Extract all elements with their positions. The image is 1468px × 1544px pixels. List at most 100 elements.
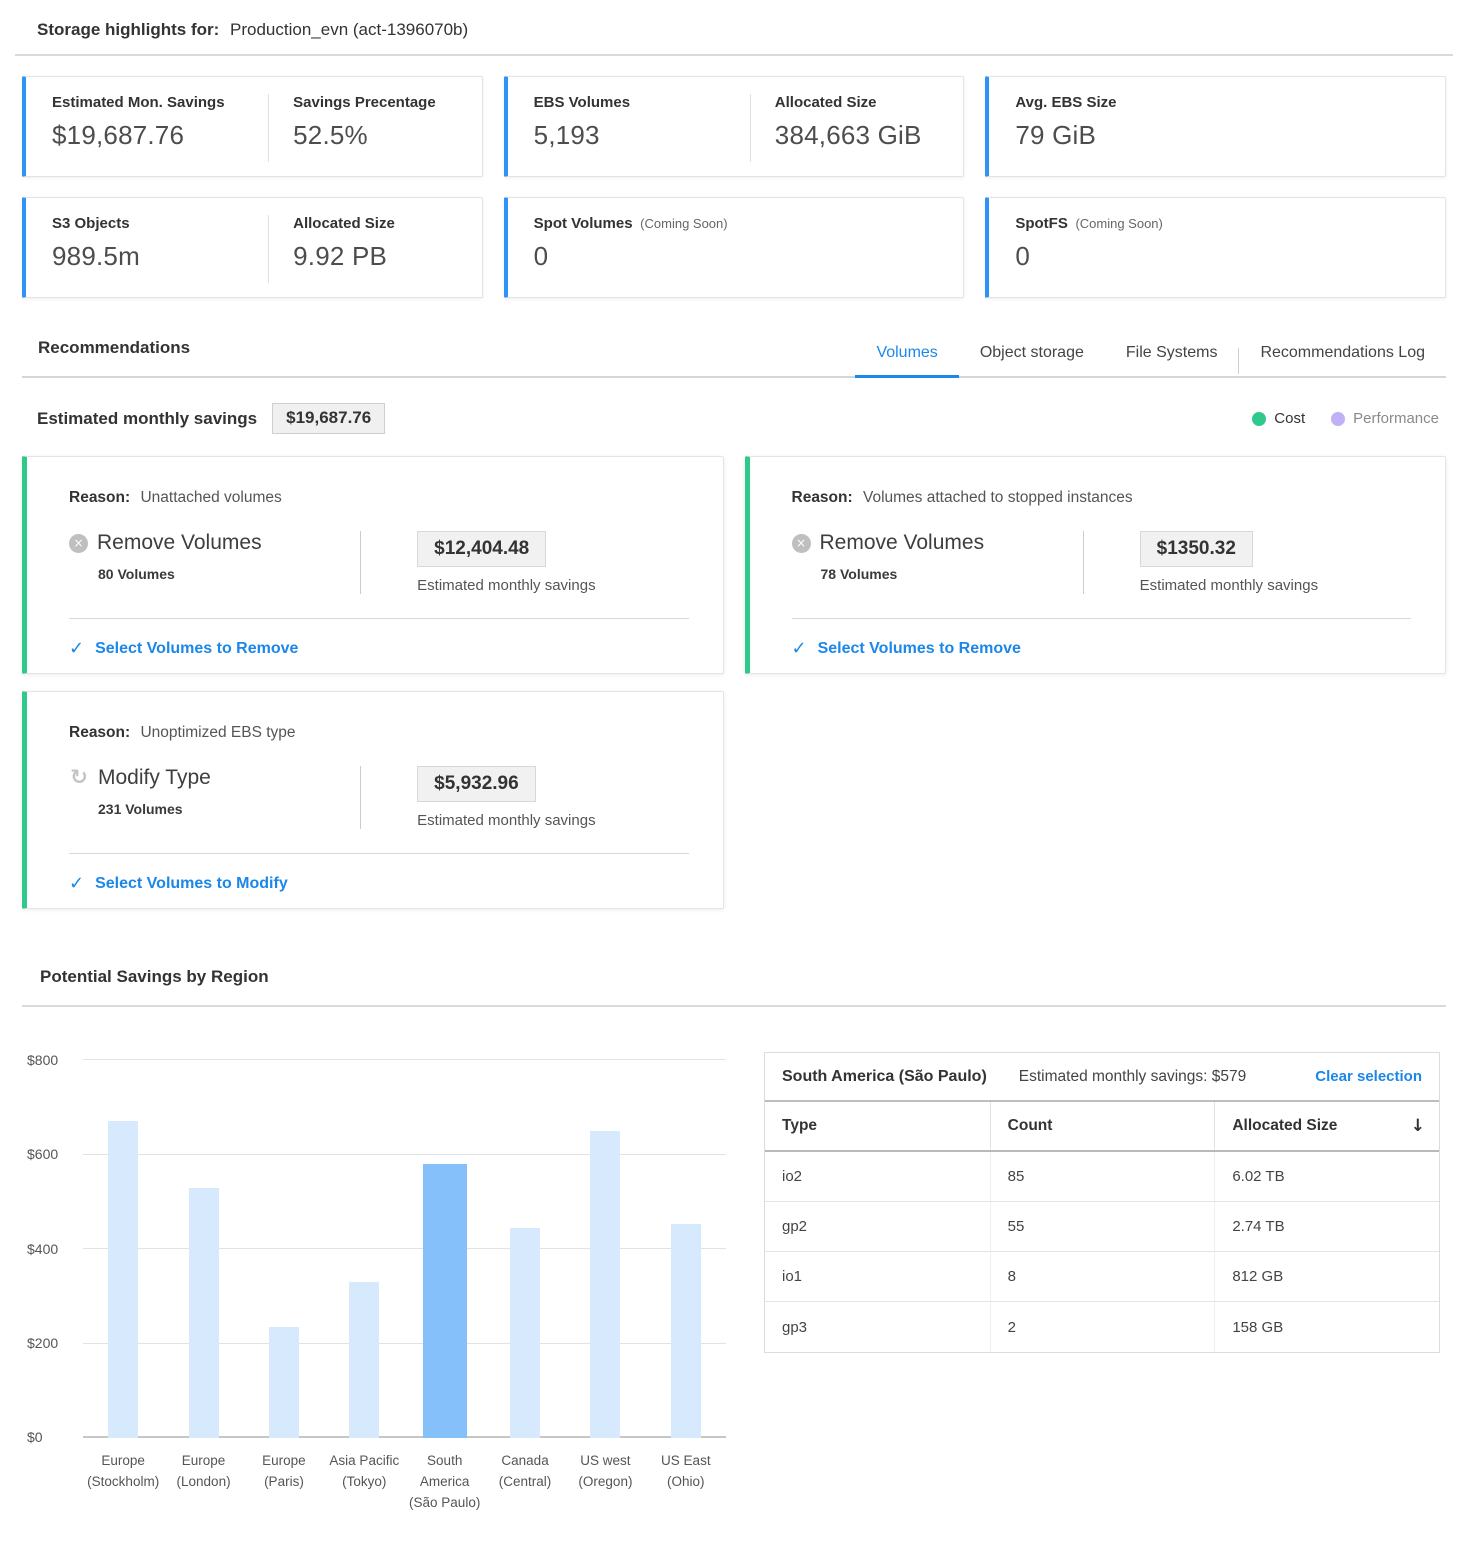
- tab-object-storage[interactable]: Object storage: [979, 344, 1084, 361]
- stat-card: S3 Objects 989.5m Allocated Size 9.92 PB: [22, 197, 483, 298]
- remove-circle-icon: ×: [791, 533, 811, 553]
- x-axis-label-city: (Stockholm): [87, 1473, 160, 1489]
- stat-label: Avg. EBS Size: [1015, 94, 1117, 111]
- select-volumes-link[interactable]: ✓ Select Volumes to Modify: [69, 873, 689, 894]
- column-header-count[interactable]: Count: [989, 1102, 1215, 1150]
- gridline-600: $600: [27, 1146, 726, 1162]
- legend-label: Cost: [1274, 410, 1306, 427]
- stat-value: 384,663 GiB: [774, 120, 922, 150]
- page-title-account: Production_evn (act-1396070b): [230, 20, 469, 39]
- x-axis-label-region: Europe: [101, 1453, 145, 1468]
- cost-performance-legend: Cost Performance: [1252, 410, 1439, 427]
- column-header-allocated-size[interactable]: Allocated Size ↓: [1214, 1102, 1439, 1150]
- amount-block: $12,404.48 Estimated monthly savings: [360, 531, 596, 594]
- stat: Allocated Size 384,663 GiB: [749, 94, 954, 162]
- x-axis-label: Canada (Central): [485, 1451, 565, 1514]
- bar-us-west-oregon-[interactable]: [590, 1130, 621, 1438]
- tab-group-divider: [1238, 348, 1240, 374]
- sync-icon: ↻: [70, 765, 88, 789]
- check-icon: ✓: [791, 638, 807, 659]
- stat-card: SpotFS (Coming Soon) 0: [985, 197, 1446, 298]
- savings-by-region-heading: Potential Savings by Region: [40, 967, 269, 986]
- x-axis-label-region: Canada: [501, 1453, 549, 1468]
- bar-us-east-ohio-[interactable]: [670, 1224, 701, 1438]
- table-cell: 55: [989, 1202, 1215, 1251]
- bar-europe-stockholm-[interactable]: [108, 1121, 139, 1438]
- action-main: × Remove Volumes 80 Volumes: [69, 531, 360, 582]
- gridline-0: $0: [27, 1429, 726, 1445]
- x-axis-label: South America (São Paulo): [405, 1451, 485, 1514]
- chart-bar-column: [405, 1060, 485, 1438]
- select-volumes-link-label: Select Volumes to Modify: [95, 874, 288, 892]
- stat-value: 5,193: [533, 120, 600, 150]
- action-title: Modify Type: [98, 766, 211, 789]
- table-cell: 158 GB: [1214, 1302, 1439, 1352]
- card-divider: [69, 618, 689, 619]
- y-tick-label: $200: [27, 1335, 59, 1351]
- cost-legend-dot-icon: [1252, 411, 1267, 426]
- stat: Savings Precentage 52.5%: [268, 94, 472, 162]
- amount-badge: $5,932.96: [417, 766, 536, 802]
- y-tick-label: $400: [27, 1240, 59, 1257]
- action-title-row: × Remove Volumes: [69, 531, 360, 555]
- x-axis-label-region: Europe: [262, 1453, 306, 1468]
- region-table-savings: Estimated monthly savings: $579: [1018, 1067, 1247, 1085]
- table-row: io2 85 6.02 TB: [765, 1152, 1439, 1202]
- amount-badge: $1350.32: [1139, 531, 1253, 567]
- tab-file-systems[interactable]: File Systems: [1125, 344, 1218, 361]
- reason-text: Unoptimized EBS type: [136, 724, 296, 741]
- chart-plot-area: $0 $200 $400 $600 $800: [27, 1052, 726, 1445]
- select-volumes-link-label: Select Volumes to Remove: [817, 639, 1021, 657]
- action-title: Remove Volumes: [97, 531, 262, 554]
- card-divider: [791, 618, 1411, 619]
- select-volumes-link[interactable]: ✓ Select Volumes to Remove: [792, 638, 1412, 659]
- volume-count: 78 Volumes: [820, 566, 898, 582]
- column-header-type[interactable]: Type: [765, 1102, 990, 1150]
- bar-canada-central-[interactable]: [510, 1227, 541, 1438]
- reason-label: Reason:: [69, 489, 131, 506]
- region-table-rows: io2 85 6.02 TB gp2 55 2.74 TB io1 8 812 GB gp3 2 15…: [765, 1152, 1439, 1352]
- legend-label: Performance: [1353, 410, 1439, 427]
- x-axis-label-region: US west: [580, 1453, 631, 1468]
- arrow-down-icon[interactable]: ↓: [1410, 1116, 1425, 1136]
- clear-selection-link[interactable]: Clear selection: [1315, 1068, 1422, 1085]
- x-axis-label-city: (São Paulo): [409, 1494, 481, 1510]
- bar-europe-london-[interactable]: [188, 1187, 219, 1438]
- stat-value: 0: [533, 241, 549, 271]
- x-axis-label: Europe (Paris): [244, 1451, 324, 1514]
- bar-europe-paris-[interactable]: [268, 1326, 299, 1438]
- check-icon: ✓: [69, 873, 85, 894]
- amount-block: $1350.32 Estimated monthly savings: [1082, 531, 1318, 594]
- legend-item-cost: Cost: [1252, 410, 1305, 427]
- chart-bar-column: [163, 1060, 243, 1438]
- stat: Spot Volumes (Coming Soon) 0: [534, 215, 954, 283]
- action-title-row: × Remove Volumes: [791, 531, 1083, 555]
- column-header-label: Allocated Size: [1232, 1117, 1338, 1134]
- page-title-prefix: Storage highlights for:: [37, 20, 220, 39]
- estimated-savings-row: Estimated monthly savings $19,687.76 Cos…: [37, 403, 1439, 434]
- select-volumes-link[interactable]: ✓ Select Volumes to Remove: [69, 638, 689, 659]
- recommendations-heading: Recommendations: [38, 338, 191, 357]
- region-table-column-headers: Type Count Allocated Size ↓: [765, 1102, 1439, 1152]
- stat-card: Estimated Mon. Savings $19,687.76 Savings …: [22, 76, 483, 177]
- stat-label-suffix: (Coming Soon): [636, 216, 728, 231]
- x-axis-label: Europe (Stockholm): [83, 1451, 163, 1514]
- savings-by-region-chart: $0 $200 $400 $600 $800 Europe (Stockholm) Euro…: [25, 1037, 726, 1514]
- bar-asia-pacific-tokyo-[interactable]: [349, 1282, 380, 1438]
- stat-card: Spot Volumes (Coming Soon) 0: [503, 197, 965, 298]
- stat-label: EBS Volumes: [533, 94, 631, 111]
- action-main: ↻ Modify Type 231 Volumes: [69, 766, 360, 817]
- table-cell: 812 GB: [1214, 1252, 1439, 1301]
- tab-recommendations-log[interactable]: Recommendations Log: [1260, 344, 1425, 361]
- bar-south-america-s-o-paulo-[interactable]: [422, 1164, 467, 1438]
- tab-volumes[interactable]: Volumes: [855, 344, 959, 378]
- remove-circle-icon: ×: [69, 533, 88, 553]
- column-header-label: Type: [782, 1117, 818, 1134]
- reason-line: Reason: Unattached volumes: [69, 489, 689, 507]
- stat-label: S3 Objects: [52, 215, 130, 232]
- page-title: Storage highlights for: Production_evn (…: [15, 14, 1453, 54]
- reason-text: Unattached volumes: [136, 489, 282, 506]
- stat: S3 Objects 989.5m: [52, 215, 268, 283]
- amount-block: $5,932.96 Estimated monthly savings: [360, 766, 596, 829]
